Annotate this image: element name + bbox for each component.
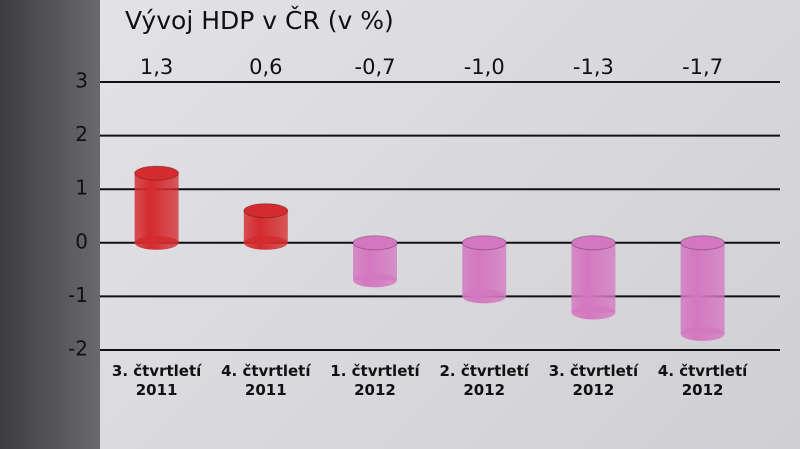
- value-label: -1,7: [682, 55, 723, 79]
- chart-title: Vývoj HDP v ČR (v %): [125, 5, 394, 35]
- x-tick-label: 4. čtvrtletí 2011: [221, 362, 311, 399]
- bar-cap: [461, 235, 507, 251]
- cylinder: [134, 165, 180, 250]
- x-tick-label: 3. čtvrtletí 2011: [111, 362, 202, 399]
- value-label: -0,7: [355, 55, 396, 79]
- bar: [571, 242, 616, 313]
- y-tick-label: -1: [68, 283, 88, 307]
- y-tick-label: 0: [75, 229, 88, 253]
- y-tick-label: 1: [75, 176, 88, 200]
- y-tick-label: 3: [75, 69, 88, 93]
- cylinder: [680, 235, 726, 341]
- bar-cap: [134, 165, 180, 181]
- x-tick-label: 4. čtvrtletí 2012: [657, 362, 748, 399]
- x-tick-label: 3. čtvrtletí 2012: [548, 362, 639, 399]
- y-tick-label: -2: [68, 337, 88, 361]
- bar-cap: [570, 235, 616, 251]
- x-tick-label: 1. čtvrtletí 2012: [330, 362, 420, 399]
- cylinder: [352, 235, 398, 288]
- bar: [134, 173, 179, 243]
- bar: [680, 242, 725, 334]
- cylinder: [570, 235, 616, 320]
- value-label: 0,6: [249, 55, 282, 79]
- bar-cap: [352, 235, 398, 251]
- x-tick-label: 2. čtvrtletí 2012: [439, 362, 529, 399]
- value-label: -1,3: [573, 55, 614, 79]
- bar: [462, 242, 507, 297]
- cylinder: [461, 235, 507, 304]
- cylinder: [243, 203, 289, 250]
- y-tick-label: 2: [75, 122, 88, 146]
- value-label: -1,0: [464, 55, 505, 79]
- value-label: 1,3: [140, 55, 173, 79]
- bar-cap: [680, 235, 726, 251]
- bar-cap: [243, 203, 289, 219]
- side-strip: [0, 0, 100, 449]
